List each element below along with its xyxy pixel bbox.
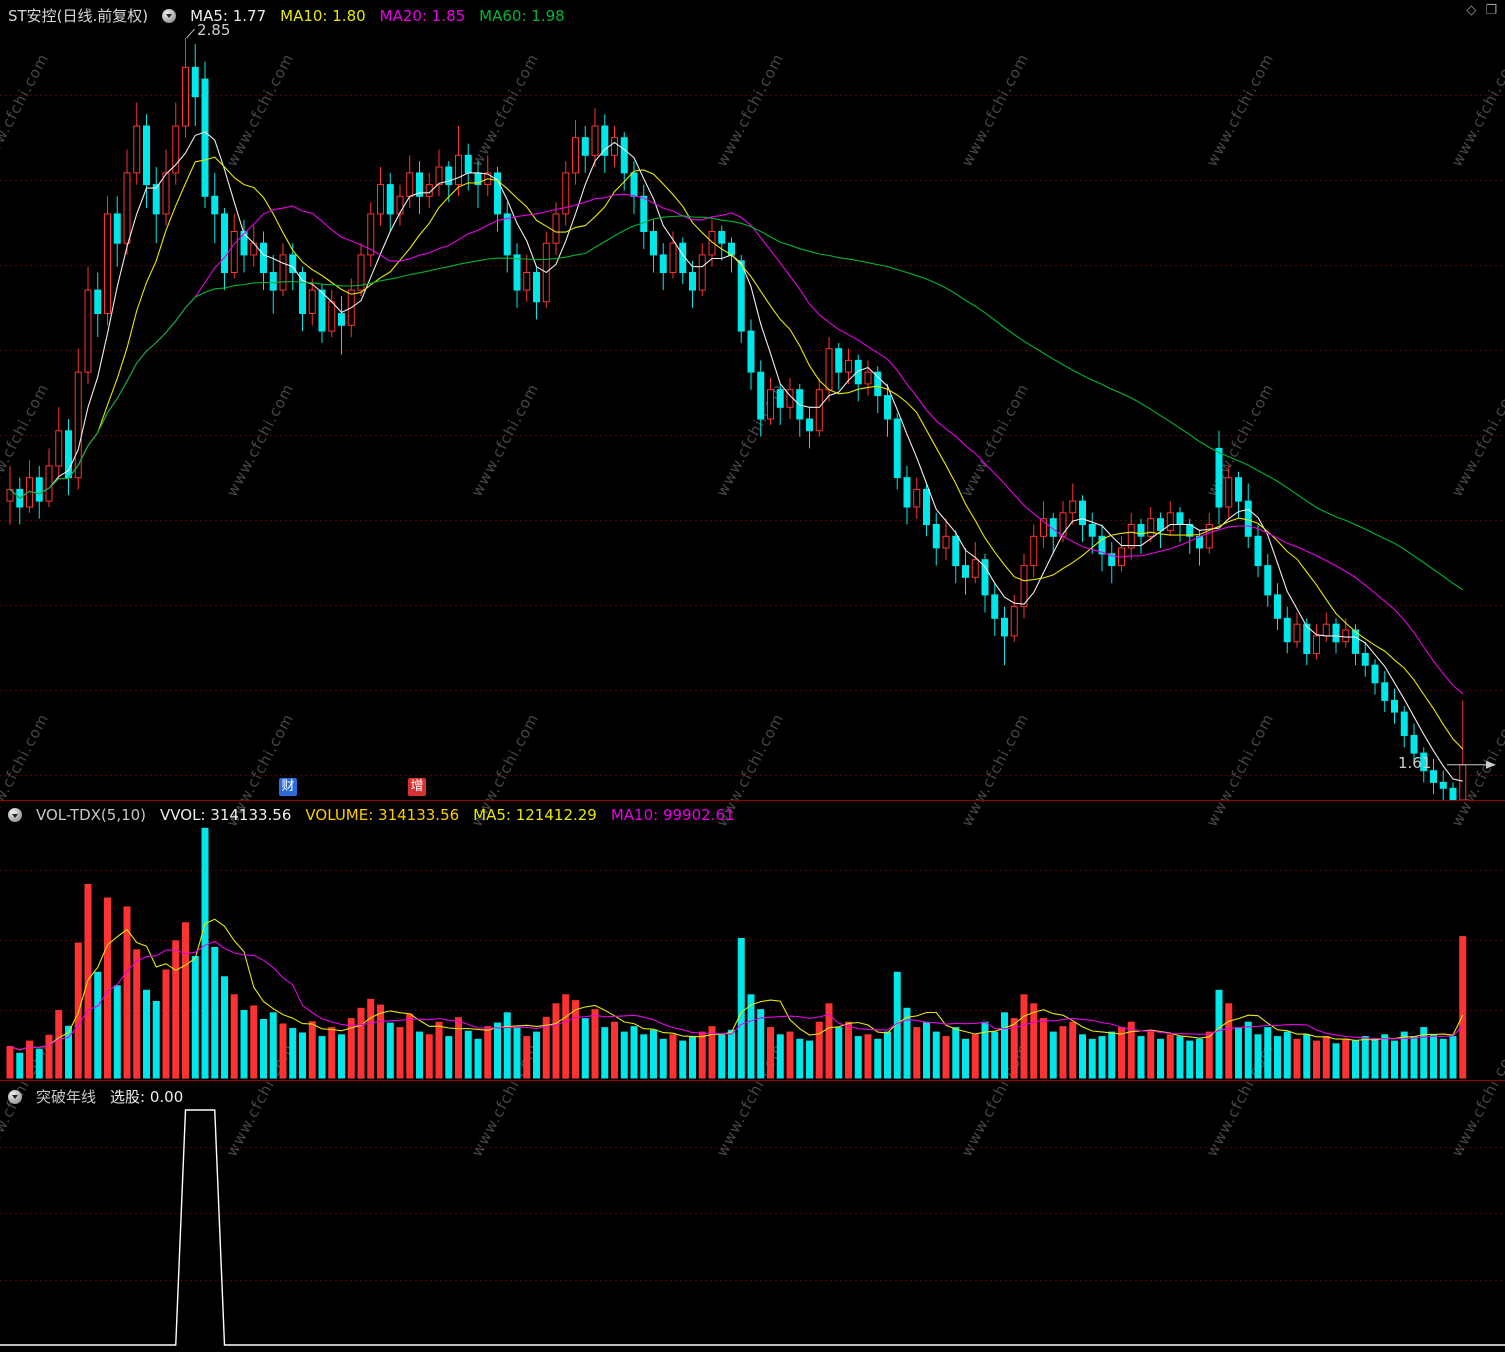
ma60-line [9, 215, 1464, 591]
candles-layer [6, 38, 1467, 800]
vol-ma10-line [9, 940, 1464, 1051]
chevron-down-icon [166, 14, 173, 18]
window-controls: ◇ ❐ [1466, 4, 1497, 18]
diamond-icon[interactable]: ◇ [1466, 3, 1477, 18]
indicator-dropdown-icon[interactable] [8, 808, 22, 822]
peak-price-label: 2.85 [197, 21, 231, 39]
volume-panel: VOL-TDX(5,10) VVOL: 314133.56 VOLUME: 31… [0, 801, 1505, 1080]
indicator-dropdown-icon[interactable] [8, 1089, 22, 1104]
info-badge-finance[interactable]: 财 [279, 778, 297, 796]
panel-separator [0, 1080, 1505, 1081]
ma60-label: MA60: 1.98 [479, 6, 565, 25]
ma5-line [9, 131, 1463, 782]
indicator-chart-canvas[interactable] [0, 1081, 1505, 1352]
volume-value-label: VOLUME: 314133.56 [305, 806, 460, 824]
main-chart-canvas[interactable] [0, 0, 1505, 800]
vol-ma5-line [9, 918, 1464, 1051]
restore-window-icon[interactable]: ❐ [1485, 3, 1497, 18]
indicator-value-label: 选股: 0.00 [110, 1088, 184, 1106]
vol-ma10-label: MA10: 99902.61 [610, 806, 735, 824]
volume-indicator-name: VOL-TDX(5,10) [36, 806, 147, 824]
ma10-label: MA10: 1.80 [280, 6, 366, 25]
volume-chart-canvas[interactable] [0, 801, 1505, 1080]
indicator-name: 突破年线 [36, 1088, 97, 1106]
last-price-arrow-icon [1486, 760, 1496, 769]
main-chart-panel: ST安控(日线.前复权) MA5: 1.77 MA10: 1.80 MA20: … [0, 0, 1505, 800]
indicator-dropdown-icon[interactable] [162, 8, 177, 23]
ma10-line [9, 156, 1464, 750]
chevron-down-icon [12, 1095, 18, 1099]
last-price-label: 1.61 [1398, 754, 1432, 772]
volume-bars-layer [6, 827, 1467, 1079]
indicator-panel: 突破年线 选股: 0.00 [0, 1081, 1505, 1352]
panel-separator [0, 800, 1505, 801]
main-chart-header: ST安控(日线.前复权) MA5: 1.77 MA10: 1.80 MA20: … [8, 5, 565, 26]
chevron-down-icon [12, 813, 18, 818]
info-badge-issuance[interactable]: 增 [408, 778, 426, 796]
indicator-header: 突破年线 选股: 0.00 [8, 1086, 183, 1107]
ma20-label: MA20: 1.85 [379, 6, 466, 25]
stock-title: ST安控(日线.前复权) [8, 7, 149, 25]
ma5-label: MA5: 1.77 [190, 6, 267, 25]
vvol-label: VVOL: 314133.56 [160, 806, 292, 824]
ma20-line [9, 193, 1464, 695]
vol-ma5-label: MA5: 121412.29 [473, 806, 597, 824]
volume-header: VOL-TDX(5,10) VVOL: 314133.56 VOLUME: 31… [8, 806, 735, 824]
signal-line [0, 1109, 1505, 1346]
